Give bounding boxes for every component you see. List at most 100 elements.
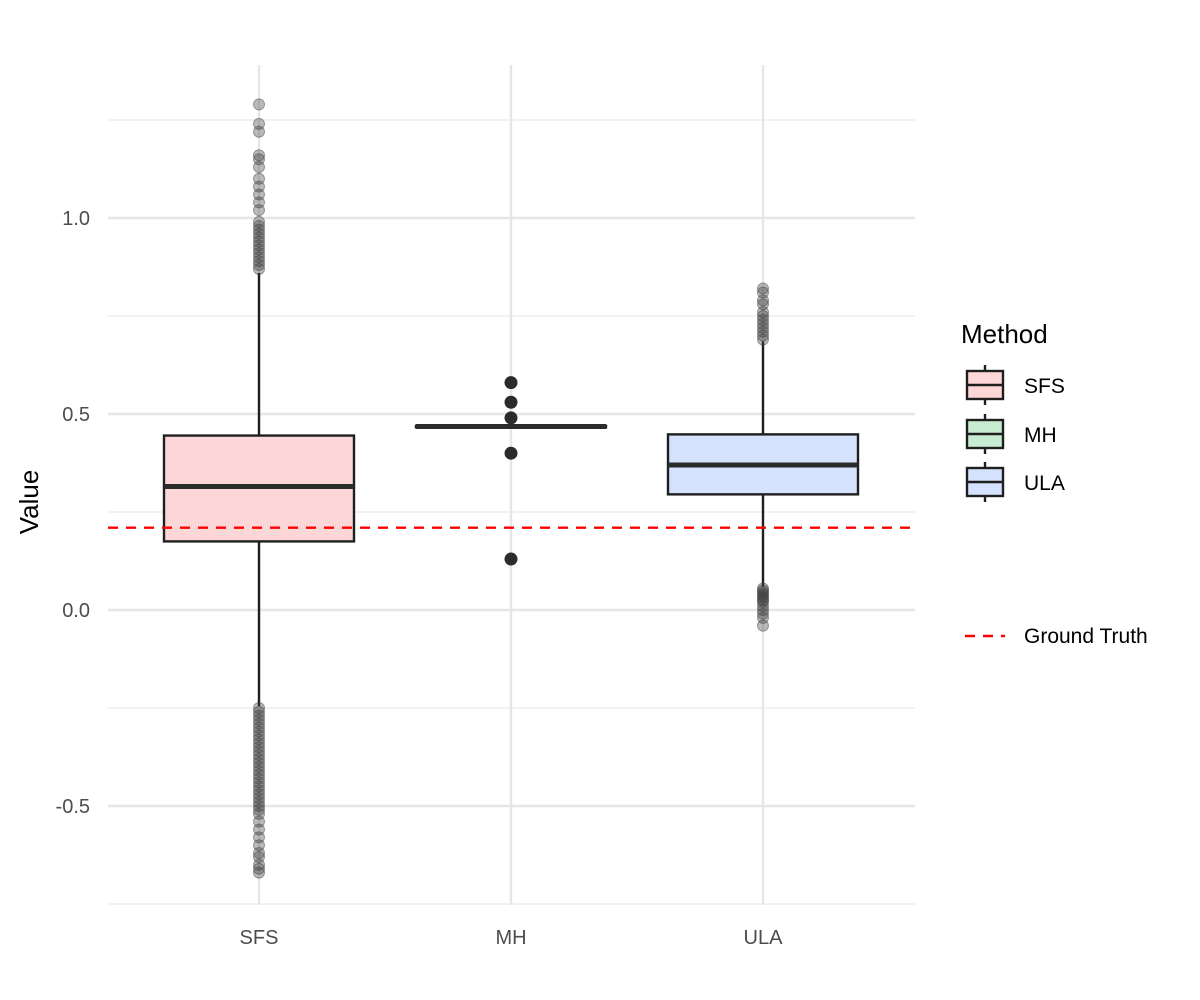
outlier-point [253,188,265,201]
outlier-point [253,866,265,879]
outlier-point [757,329,769,342]
legend-key-sfs [965,365,1005,405]
outlier-point [253,780,265,793]
outlier-point [253,862,265,875]
outlier-point [253,125,265,138]
outlier-point [253,741,265,754]
y-axis-title: Value [14,470,44,535]
outlier-point [253,756,265,769]
outlier-point [757,310,769,322]
boxplot-layer [162,98,860,879]
outlier-point [253,98,265,111]
outlier-point [253,223,265,236]
outlier-point [253,792,265,805]
x-tick-label: SFS [240,927,279,949]
outlier-point [253,196,265,209]
outlier-point [253,251,265,264]
outlier-point [504,376,518,390]
outlier-point [757,611,769,624]
outlier-point [757,298,769,311]
outlier-point [757,325,769,338]
outlier-point [253,262,265,275]
outlier-point [253,737,265,750]
outlier-point [253,153,265,166]
box-sfs [162,98,356,879]
outlier-point [253,803,265,816]
outlier-point [253,721,265,734]
outlier-point [253,733,265,746]
outlier-point [757,604,769,616]
legend-title: Method [961,319,1048,349]
outlier-point [757,286,769,299]
outlier-point [253,823,265,836]
outlier-point [253,807,265,820]
outlier-point [253,784,265,797]
outlier-point [253,752,265,765]
outlier-point [253,768,265,781]
outlier-point [253,709,265,722]
outlier-point [253,243,265,256]
outlier-point [253,850,265,863]
outlier-point [253,772,265,785]
legend-key-ula [965,462,1005,502]
outlier-point [757,588,769,601]
outlier-point [253,745,265,758]
x-tick-label: ULA [744,927,784,949]
outlier-point [253,219,265,232]
outlier-point [253,161,265,174]
axes: Value -0.5 0.0 0.5 1.0 SFS MH ULA [14,208,783,949]
outlier-point [253,149,265,162]
outlier-point [757,600,769,613]
outlier-point [253,235,265,248]
outlier-point [757,594,769,607]
outlier-point [757,586,769,599]
outlier-point [253,858,265,871]
outlier-point [253,764,265,777]
outlier-point [757,584,769,597]
outlier-point [253,776,265,789]
outlier-point [757,596,769,609]
box-mh [414,376,608,566]
legend-label-sfs: SFS [1024,375,1065,398]
outlier-point [253,725,265,738]
outlier-point [253,831,265,844]
outlier-point [504,411,518,425]
legend-label-ground-truth: Ground Truth [1024,625,1148,648]
legend-label-mh: MH [1024,424,1057,447]
outlier-point [253,800,265,812]
y-tick-label: -0.5 [56,796,90,818]
outlier-point [757,592,769,605]
outlier-point [757,321,769,334]
y-tick-label: 1.0 [62,208,90,230]
outlier-point [253,839,265,852]
outlier-point [757,333,769,346]
outlier-point [253,788,265,801]
outlier-point [253,702,265,714]
outlier-point [757,313,769,326]
outlier-point [253,227,265,240]
box-ula [666,282,860,632]
outlier-point [757,619,769,632]
x-tick-label: MH [495,927,526,949]
outlier-point [253,215,265,228]
outlier-point [757,294,769,307]
outlier-point [504,446,518,460]
legend-key-mh [965,414,1005,454]
outlier-point [253,815,265,828]
outlier-point [253,247,265,260]
outlier-point [253,180,265,193]
outlier-point [757,306,769,319]
outlier-point [757,582,769,595]
outlier-point [757,607,769,620]
outlier-point [253,729,265,742]
outlier-point [253,255,265,268]
outlier-point [253,231,265,244]
outlier-point [757,282,769,295]
outlier-point [253,760,265,773]
outlier-point [253,713,265,726]
y-tick-label: 0.0 [62,600,90,622]
outlier-point [253,847,265,860]
outlier-point [253,117,265,130]
y-tick-label: 0.5 [62,404,90,426]
